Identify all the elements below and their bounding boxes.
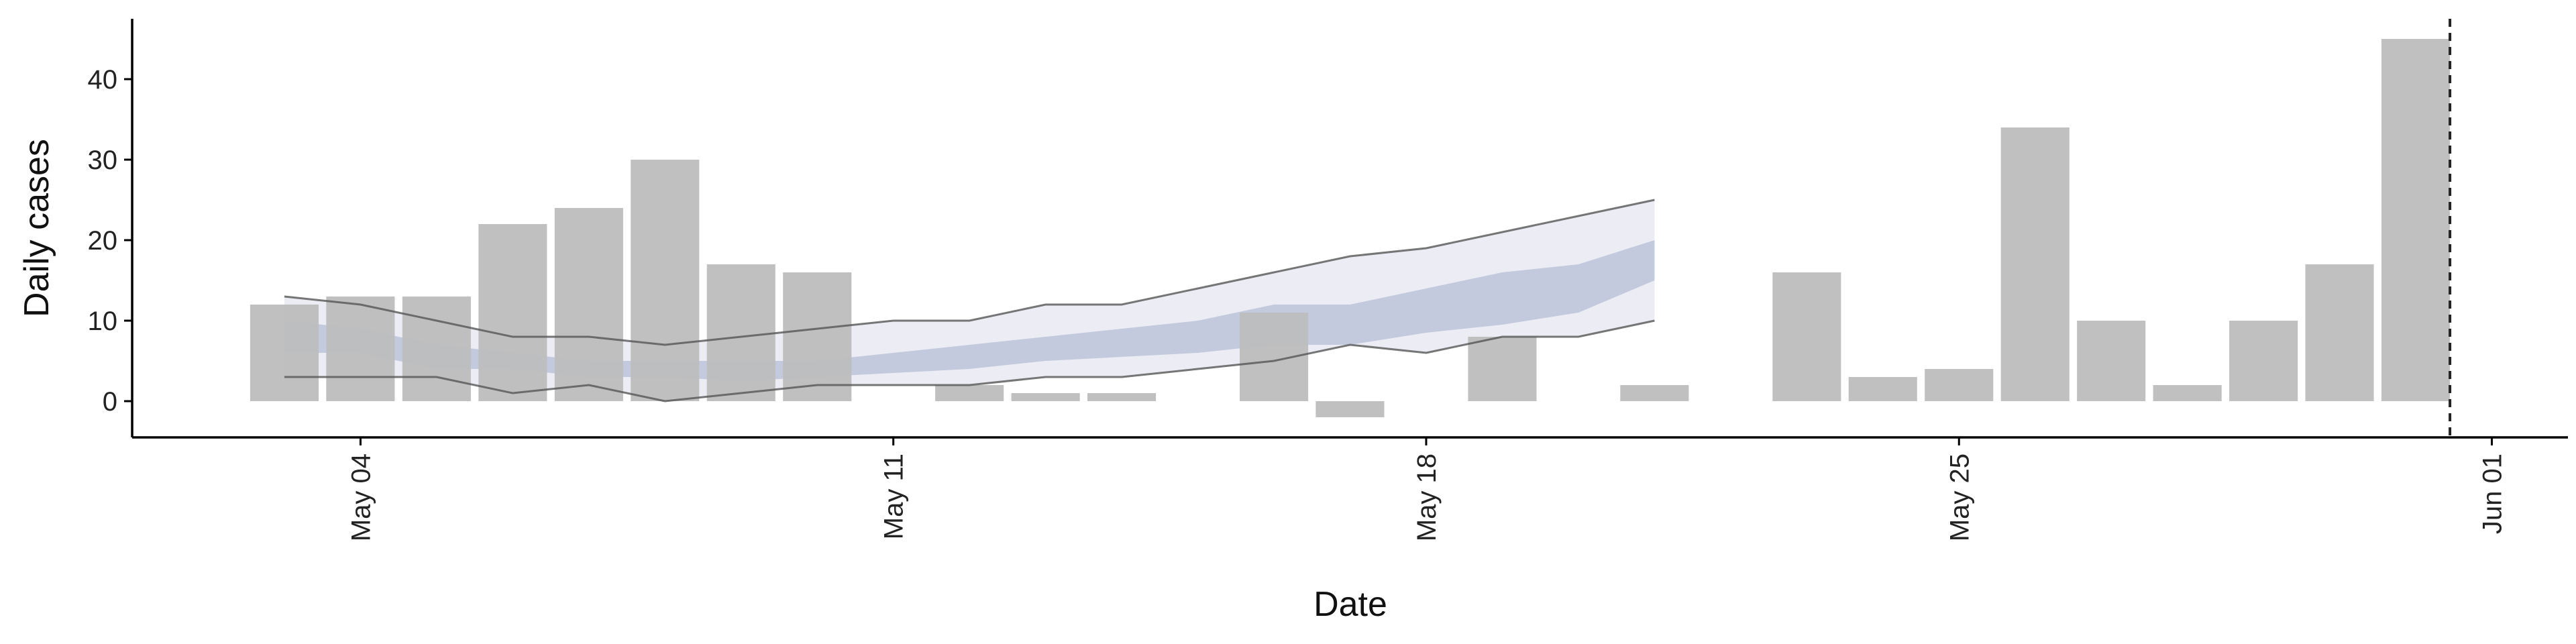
forecast-bands	[284, 200, 1655, 401]
bar-2021-05-14	[1087, 393, 1157, 401]
bar-2021-05-08	[631, 160, 700, 401]
bar-2021-05-31	[2381, 39, 2451, 401]
bar-2021-05-27	[2077, 321, 2146, 401]
bar-2021-05-25	[1925, 369, 1994, 401]
bar-2021-05-16	[1240, 313, 1309, 401]
bar-2021-05-10	[783, 272, 852, 401]
x-tick-label-2021-06-01: Jun 01	[2478, 453, 2508, 534]
x-tick-label-2021-05-11: May 11	[879, 453, 909, 539]
bar-2021-05-13	[1011, 393, 1080, 401]
y-tick-label-20: 20	[88, 226, 118, 256]
bar-2021-05-23	[1772, 272, 1841, 401]
bar-2021-05-30	[2305, 264, 2374, 401]
x-tick-label-2021-05-25: May 25	[1945, 453, 1974, 541]
bar-series	[250, 39, 2451, 417]
forecast-lines	[284, 199, 1655, 402]
bar-2021-05-12	[935, 385, 1004, 401]
bar-2021-05-05	[402, 297, 471, 401]
bar-2021-05-24	[1848, 377, 1917, 401]
bar-2021-05-19	[1468, 337, 1537, 401]
bar-2021-05-17	[1316, 401, 1385, 417]
lower-bound-line	[284, 319, 1655, 402]
y-axis-title: Daily cases	[17, 139, 56, 317]
y-tick-label-10: 10	[88, 307, 118, 336]
bar-2021-05-07	[554, 208, 623, 401]
y-tick-label-0: 0	[103, 387, 117, 417]
bar-2021-05-28	[2153, 385, 2222, 401]
axes	[124, 19, 2568, 445]
bar-2021-05-29	[2229, 321, 2298, 401]
inner-interval-band	[284, 240, 1655, 381]
y-tick-label-30: 30	[88, 146, 118, 175]
bar-2021-05-09	[706, 264, 775, 401]
x-tick-label-2021-05-18: May 18	[1412, 453, 1442, 541]
bar-2021-05-26	[2000, 127, 2070, 401]
bar-2021-05-06	[478, 224, 547, 401]
bar-2021-05-03	[250, 305, 319, 401]
x-axis-title: Date	[1313, 585, 1387, 624]
bar-2021-05-21	[1620, 385, 1689, 401]
upper-bound-line	[284, 199, 1655, 346]
outer-interval-band	[284, 200, 1655, 401]
y-tick-label-40: 40	[88, 65, 118, 95]
bar-2021-05-04	[326, 297, 395, 401]
x-tick-label-2021-05-04: May 04	[346, 453, 376, 541]
tick-labels: 0 10 20 30 40 May 04 May 11 May 18 May 25 Jun 01	[88, 65, 2508, 541]
